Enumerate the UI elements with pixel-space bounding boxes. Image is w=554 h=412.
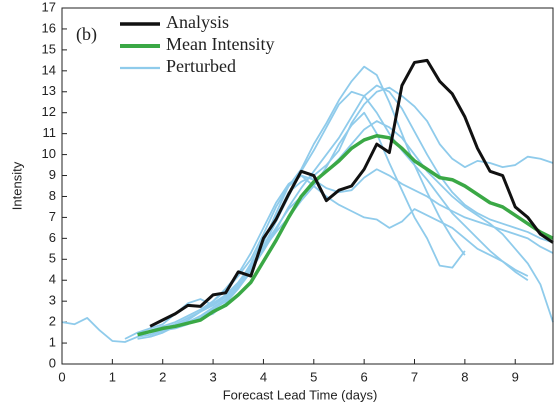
y-tick-label: 17 [42, 0, 56, 14]
y-tick-label: 15 [42, 41, 56, 56]
y-tick-label: 2 [49, 314, 56, 329]
perturbed-line [149, 84, 554, 338]
x-tick-label: 0 [58, 369, 65, 384]
perturbed-line [61, 65, 466, 343]
x-tick-label: 2 [159, 369, 166, 384]
y-tick-label: 12 [42, 104, 56, 119]
y-tick-label: 1 [49, 334, 56, 349]
annotation: (b) [76, 24, 97, 45]
series-line [137, 133, 554, 337]
x-tick-label: 4 [260, 369, 267, 384]
y-tick-label: 13 [42, 83, 56, 98]
y-tick-label: 8 [49, 188, 56, 203]
y-tick-label: 9 [49, 167, 56, 182]
perturbed-line [162, 120, 554, 332]
y-tick-label: 16 [42, 20, 56, 35]
x-tick-label: 7 [411, 369, 418, 384]
y-tick-label: 10 [42, 146, 56, 161]
y-tick-label: 14 [42, 62, 56, 77]
legend-box [68, 12, 290, 82]
legend-label: Perturbed [166, 56, 236, 76]
series-line [149, 58, 554, 328]
x-tick-label: 9 [512, 369, 519, 384]
x-tick-label: 1 [109, 369, 116, 384]
legend-label: Mean Intensity [166, 34, 274, 54]
legend-label: Analysis [166, 12, 229, 32]
x-axis-label: Forecast Lead Time (days) [223, 387, 378, 402]
x-tick-label: 8 [461, 369, 468, 384]
y-tick-label: 5 [49, 251, 56, 266]
perturbed-line [124, 86, 554, 340]
y-axis-label: Intensity [9, 161, 24, 210]
y-tick-label: 7 [49, 209, 56, 224]
perturbed-line [149, 90, 529, 336]
y-tick-label: 3 [49, 293, 56, 308]
perturbed-line [149, 168, 554, 334]
y-tick-label: 4 [49, 272, 56, 287]
x-tick-label: 6 [361, 369, 368, 384]
y-tick-label: 11 [43, 125, 57, 140]
y-tick-label: 6 [49, 230, 56, 245]
y-tick-label: 0 [49, 355, 56, 370]
x-tick-label: 3 [209, 369, 216, 384]
x-tick-label: 5 [310, 369, 317, 384]
plot-frame [61, 7, 554, 365]
